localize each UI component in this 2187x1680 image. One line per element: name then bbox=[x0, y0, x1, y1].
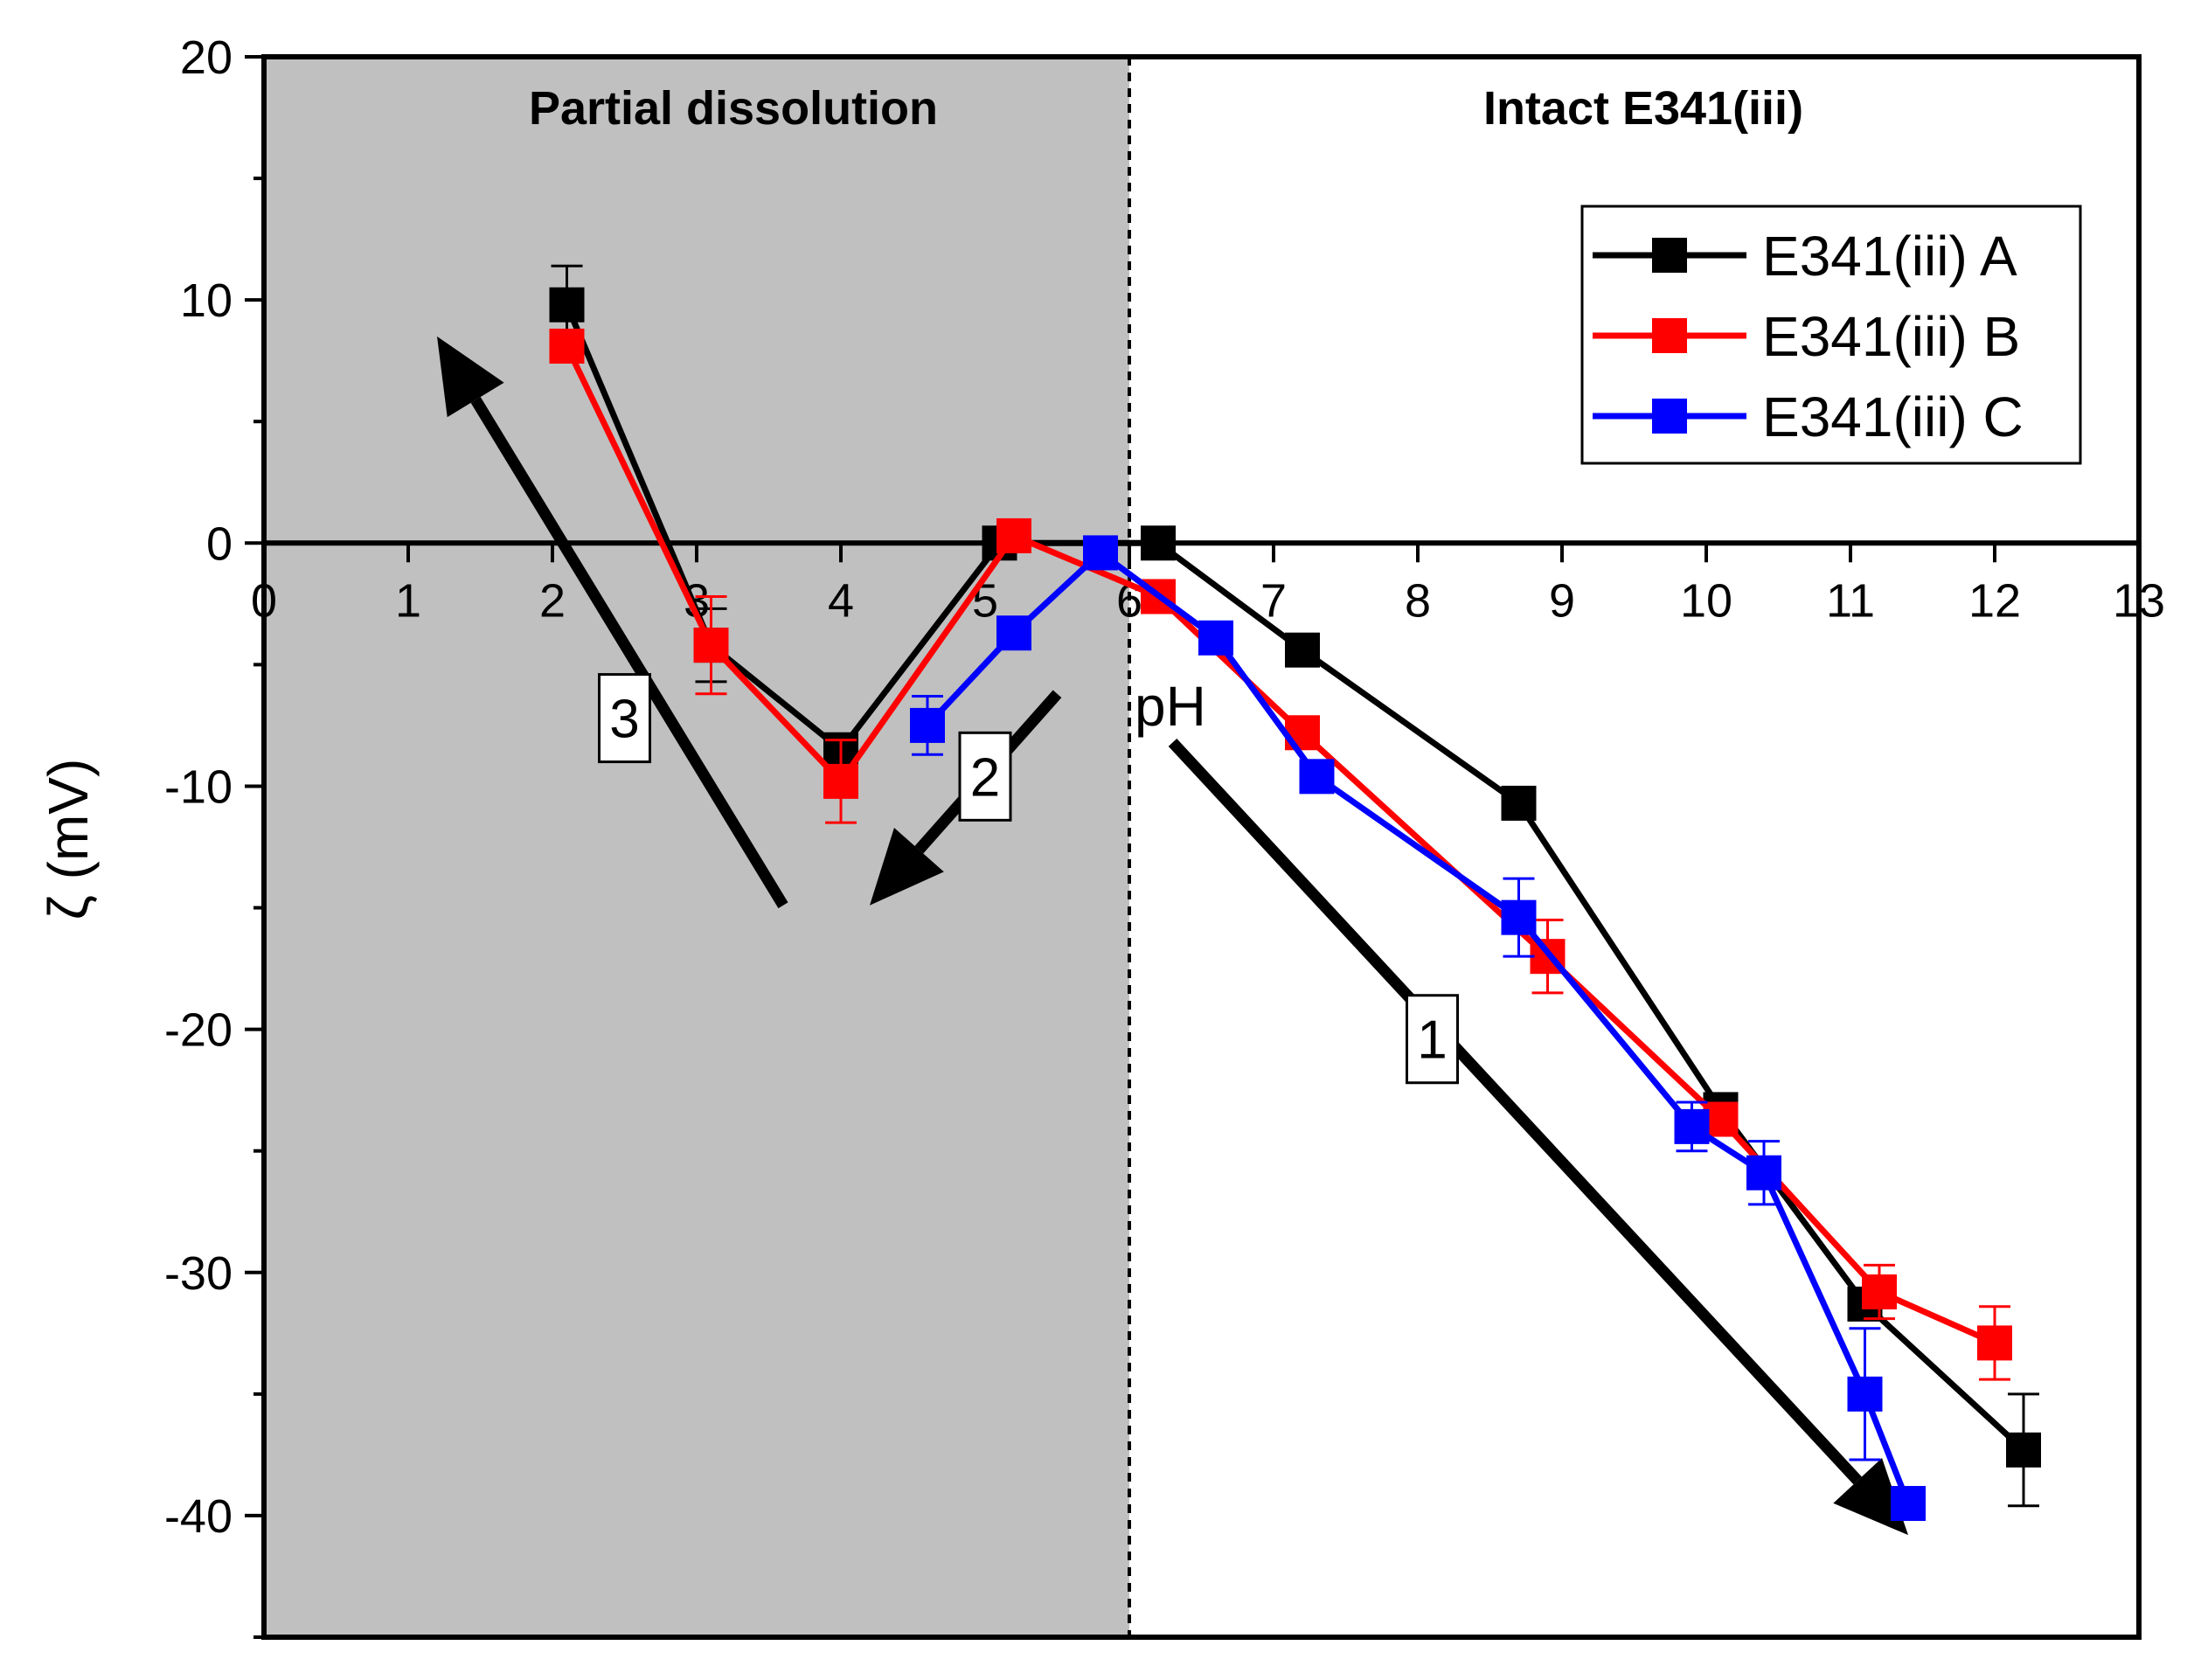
legend-marker bbox=[1652, 399, 1687, 434]
y-tick-label: -10 bbox=[164, 760, 233, 813]
intact-region-label: Intact E341(iii) bbox=[1483, 82, 1803, 135]
annotation-label: 1 bbox=[1417, 1010, 1447, 1071]
x-tick-label: 11 bbox=[1826, 574, 1875, 627]
legend-label: E341(iii) C bbox=[1762, 385, 2024, 448]
data-point bbox=[1083, 535, 1118, 571]
plot-frame bbox=[261, 54, 2142, 1640]
annotation-label-box bbox=[598, 673, 651, 764]
legend-label: E341(iii) A bbox=[1762, 225, 2017, 288]
x-tick-label: 8 bbox=[1405, 574, 1431, 627]
data-point bbox=[996, 517, 1031, 553]
data-series bbox=[549, 264, 2041, 1522]
series-line bbox=[564, 303, 2026, 1453]
data-point bbox=[1141, 525, 1176, 561]
data-point bbox=[823, 763, 858, 799]
data-point bbox=[693, 628, 729, 663]
data-point bbox=[549, 329, 585, 364]
legend: E341(iii) A E341(iii) B E341(iii) C bbox=[1580, 205, 2082, 465]
partial-dissolution-label: Partial dissolution bbox=[529, 82, 938, 135]
data-point bbox=[910, 707, 945, 743]
x-tick-label: 9 bbox=[1549, 574, 1575, 627]
data-point bbox=[1862, 1274, 1897, 1310]
annotation-label: 3 bbox=[609, 690, 639, 750]
x-tick-label: 5 bbox=[972, 574, 998, 627]
annotation-arrow-head bbox=[1833, 1458, 1908, 1536]
series-line bbox=[564, 344, 1996, 1346]
annotation-arrow-shaft bbox=[470, 397, 788, 909]
x-tick-label: 10 bbox=[1680, 574, 1732, 627]
data-point bbox=[1285, 632, 1320, 668]
data-point bbox=[549, 287, 585, 323]
data-point bbox=[1198, 620, 1233, 656]
annotation-label-box bbox=[958, 731, 1012, 822]
data-point bbox=[1501, 899, 1537, 935]
y-tick-label: 20 bbox=[180, 31, 233, 84]
annotation-label-box bbox=[1406, 994, 1459, 1085]
data-point bbox=[1746, 1155, 1781, 1191]
x-tick-label: 7 bbox=[1260, 574, 1287, 627]
series-c bbox=[910, 535, 1926, 1522]
data-point bbox=[2006, 1432, 2041, 1468]
legend-label: E341(iii) B bbox=[1762, 305, 2020, 368]
x-tick-label: 12 bbox=[1968, 574, 2021, 627]
y-tick-label: 0 bbox=[206, 517, 233, 570]
y-axis-title: ζ (mV) bbox=[37, 759, 100, 920]
series-line bbox=[925, 549, 1912, 1505]
data-point bbox=[1847, 1376, 1883, 1412]
data-point bbox=[1674, 1108, 1710, 1144]
x-tick-label: 4 bbox=[828, 574, 854, 627]
legend-marker bbox=[1652, 238, 1687, 273]
annotation-arrow-head bbox=[870, 827, 944, 906]
x-tick-label: 1 bbox=[395, 574, 421, 627]
data-point bbox=[1501, 785, 1537, 821]
legend-marker bbox=[1652, 318, 1687, 353]
y-tick-label: -30 bbox=[164, 1247, 233, 1300]
x-tick-label: 2 bbox=[539, 574, 566, 627]
y-tick-label: -20 bbox=[164, 1004, 233, 1057]
series-b bbox=[549, 329, 2012, 1381]
partial-dissolution-region bbox=[264, 57, 1129, 1637]
y-tick-label: -40 bbox=[164, 1490, 233, 1543]
x-axis-title: pH bbox=[1135, 675, 1206, 738]
data-point bbox=[1977, 1325, 2012, 1361]
y-tick-label: 10 bbox=[180, 274, 233, 327]
annotation-label: 2 bbox=[970, 747, 1000, 808]
annotation-arrow-shaft bbox=[1168, 738, 1862, 1485]
annotation-arrows: 1 2 3 bbox=[437, 336, 1908, 1536]
data-point bbox=[1299, 759, 1335, 795]
data-point bbox=[996, 615, 1031, 651]
annotation-arrow-head bbox=[437, 336, 504, 418]
data-point bbox=[1891, 1486, 1926, 1522]
